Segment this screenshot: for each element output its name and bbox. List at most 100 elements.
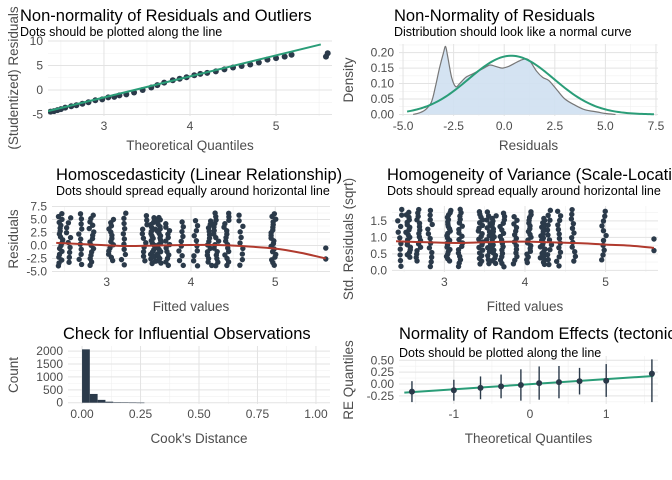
histogram-bar: [136, 402, 145, 404]
homoscedasticity-point: [236, 218, 242, 224]
homoscedasticity-point: [67, 244, 73, 251]
homoscedasticity-point: [144, 222, 150, 228]
homoscedasticity-point: [271, 211, 278, 217]
scale-location-point: [429, 221, 435, 228]
homoscedasticity-point: [190, 258, 197, 264]
homoscedasticity-point: [123, 210, 129, 216]
scale-location-point: [571, 230, 577, 236]
homoscedasticity-point: [192, 217, 199, 224]
homoscedasticity-panel: 3 4 5 -5.0-2.50.02.55.07.5 Homoscedasticity …: [6, 166, 342, 314]
y-axis-label: Std. Residuals (sqrt): [341, 178, 356, 300]
homoscedasticity-point: [139, 226, 146, 232]
x-tick-label: 0.0: [496, 119, 513, 133]
homoscedasticity-point: [76, 231, 82, 237]
panel-subtitle: Distribution should look like a normal c…: [394, 25, 632, 39]
x-axis-label: Fitted values: [153, 299, 230, 314]
qq-point: [281, 53, 288, 60]
scale-location-point: [556, 231, 562, 237]
homoscedasticity-point: [194, 263, 201, 269]
scale-location-points-group: [395, 206, 657, 270]
histogram-bar: [113, 402, 122, 403]
panel-title: Check for Influential Observations: [63, 325, 311, 343]
x-tick-label: 0: [527, 407, 534, 421]
x-tick-label: 7.5: [648, 119, 665, 133]
x-tick-label: 2.5: [546, 119, 563, 133]
homoscedasticity-point: [176, 257, 183, 264]
y-tick-label: 1.5: [370, 214, 387, 228]
y-tick-label: 5.0: [30, 213, 47, 227]
density-area: [413, 46, 616, 115]
panel-title: Normality of Random Effects (tectonic_se…: [399, 325, 672, 343]
scale-location-point: [569, 211, 575, 218]
scale-location-point: [427, 207, 434, 214]
scale-location-point: [600, 218, 607, 224]
x-axis-label: Residuals: [499, 138, 559, 153]
scale-location-point: [569, 206, 575, 213]
x-tick-label: 0.75: [246, 407, 270, 421]
histogram-bar: [97, 399, 106, 403]
homoscedasticity-point: [214, 248, 220, 255]
scale-location-point: [427, 212, 433, 218]
qq-point: [255, 59, 262, 66]
homoscedasticity-point: [222, 221, 228, 227]
re-point: [603, 377, 610, 384]
y-tick-label: 0.05: [371, 92, 395, 106]
homoscedasticity-point: [78, 246, 84, 252]
re-point: [536, 380, 543, 387]
scale-location-panel: 3 4 5 0.0 0.5 1.0 1.5 Homogeneity of Variance (…: [341, 166, 672, 314]
scale-location-point: [555, 222, 561, 228]
homoscedasticity-point: [78, 251, 84, 257]
scale-location-point: [569, 225, 576, 232]
scale-location-point: [485, 256, 492, 263]
y-tick-label: 0: [36, 83, 43, 97]
scale-location-point: [569, 244, 575, 250]
homoscedasticity-point: [77, 211, 84, 217]
scale-location-point: [416, 206, 422, 213]
homoscedasticity-point: [66, 254, 73, 261]
re-reference-line: [404, 374, 654, 394]
homoscedasticity-point: [236, 212, 242, 218]
homoscedasticity-point: [121, 262, 127, 268]
scale-location-point: [427, 263, 434, 270]
y-tick-label: 0.0: [370, 263, 387, 277]
y-axis-label: Density: [341, 57, 356, 102]
scale-location-point: [545, 212, 551, 218]
x-tick-label: 5: [273, 119, 280, 133]
homoscedasticity-point: [121, 220, 127, 227]
re-point: [408, 388, 415, 395]
homoscedasticity-point: [212, 210, 218, 216]
scale-location-point: [600, 228, 607, 234]
scale-location-point: [546, 261, 552, 268]
scale-location-point: [484, 225, 490, 231]
scale-location-point: [397, 252, 403, 258]
homoscedasticity-point: [91, 229, 97, 235]
scale-location-point: [485, 245, 491, 251]
homoscedasticity-point: [240, 223, 246, 230]
y-tick-label: 0.20: [371, 46, 395, 60]
homoscedasticity-point: [140, 253, 147, 259]
scale-location-point: [545, 232, 551, 238]
homoscedasticity-point: [239, 251, 246, 257]
homoscedasticity-point: [79, 226, 85, 232]
y-tick-label: 10: [30, 34, 44, 48]
homoscedasticity-point: [179, 228, 185, 235]
homoscedasticity-smooth-line: [56, 241, 327, 260]
scale-location-point: [542, 246, 548, 252]
homoscedasticity-point: [180, 224, 186, 230]
scale-location-point: [397, 257, 404, 264]
scale-location-point: [425, 226, 431, 232]
scale-location-outlier-point: [651, 247, 657, 254]
scale-location-point: [511, 221, 517, 227]
x-tick-label: 3: [441, 275, 448, 289]
homoscedasticity-outlier-point: [323, 245, 329, 251]
homoscedasticity-points-group: [55, 210, 329, 269]
x-tick-label: 4: [522, 275, 529, 289]
panel-title: Homoscedasticity (Linear Relationship): [56, 166, 342, 184]
homoscedasticity-point: [76, 256, 82, 263]
scale-location-point: [428, 259, 434, 265]
homoscedasticity-point: [194, 223, 201, 229]
homoscedasticity-point: [237, 262, 243, 268]
panel-subtitle: Dots should be plotted along the line: [399, 346, 601, 360]
scale-location-point: [457, 206, 463, 213]
